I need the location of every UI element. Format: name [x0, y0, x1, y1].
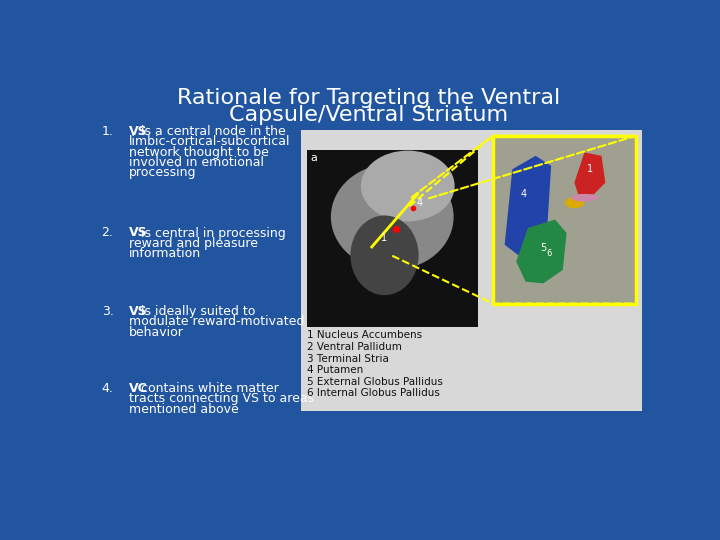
- Bar: [307, 150, 477, 327]
- Text: 3 Terminal Stria: 3 Terminal Stria: [307, 354, 389, 363]
- Ellipse shape: [351, 215, 418, 295]
- Polygon shape: [575, 152, 606, 194]
- Text: 2.: 2.: [102, 226, 114, 240]
- Text: 3.: 3.: [102, 305, 114, 318]
- Text: is ideally suited to: is ideally suited to: [138, 305, 256, 318]
- Text: Rationale for Targeting the Ventral: Rationale for Targeting the Ventral: [177, 88, 561, 108]
- Text: 4.: 4.: [102, 382, 114, 395]
- Text: 4: 4: [416, 198, 423, 207]
- Text: limbic-cortical-subcortical: limbic-cortical-subcortical: [129, 135, 290, 148]
- Polygon shape: [505, 156, 551, 256]
- Text: mentioned above: mentioned above: [129, 403, 238, 416]
- Text: 1: 1: [381, 233, 387, 243]
- Text: VS: VS: [129, 305, 148, 318]
- Text: VC: VC: [129, 382, 148, 395]
- Text: is a central node in the: is a central node in the: [138, 125, 286, 138]
- Ellipse shape: [331, 164, 454, 270]
- Text: reward and pleasure: reward and pleasure: [129, 237, 258, 250]
- Text: tracts connecting VS to areas: tracts connecting VS to areas: [129, 393, 314, 406]
- Text: 1: 1: [587, 164, 593, 174]
- Text: 6: 6: [546, 248, 552, 258]
- Text: VS: VS: [129, 226, 148, 240]
- Text: 4: 4: [521, 190, 527, 199]
- Bar: [301, 130, 642, 411]
- Text: behavior: behavior: [129, 326, 184, 339]
- Ellipse shape: [564, 198, 584, 208]
- Text: Capsule/Ventral Striatum: Capsule/Ventral Striatum: [230, 105, 508, 125]
- Text: 1 Nucleus Accumbens: 1 Nucleus Accumbens: [307, 330, 422, 340]
- Text: processing: processing: [129, 166, 197, 179]
- Text: contains white matter: contains white matter: [138, 382, 279, 395]
- Polygon shape: [516, 220, 567, 284]
- Ellipse shape: [361, 151, 454, 221]
- Text: VS: VS: [129, 125, 148, 138]
- Ellipse shape: [571, 194, 598, 201]
- Text: 2 Ventral Pallidum: 2 Ventral Pallidum: [307, 342, 402, 352]
- Text: information: information: [129, 247, 201, 260]
- Text: involved in emotional: involved in emotional: [129, 156, 264, 169]
- Text: 5 External Globus Pallidus: 5 External Globus Pallidus: [307, 377, 443, 387]
- Text: a: a: [310, 153, 317, 163]
- Text: 5: 5: [540, 243, 546, 253]
- Bar: [493, 136, 636, 303]
- Text: network thought to be: network thought to be: [129, 146, 269, 159]
- Text: 4 Putamen: 4 Putamen: [307, 365, 364, 375]
- Text: is central in processing: is central in processing: [138, 226, 286, 240]
- Text: 6 Internal Globus Pallidus: 6 Internal Globus Pallidus: [307, 388, 440, 398]
- Text: 1.: 1.: [102, 125, 114, 138]
- Text: modulate reward-motivated: modulate reward-motivated: [129, 315, 304, 328]
